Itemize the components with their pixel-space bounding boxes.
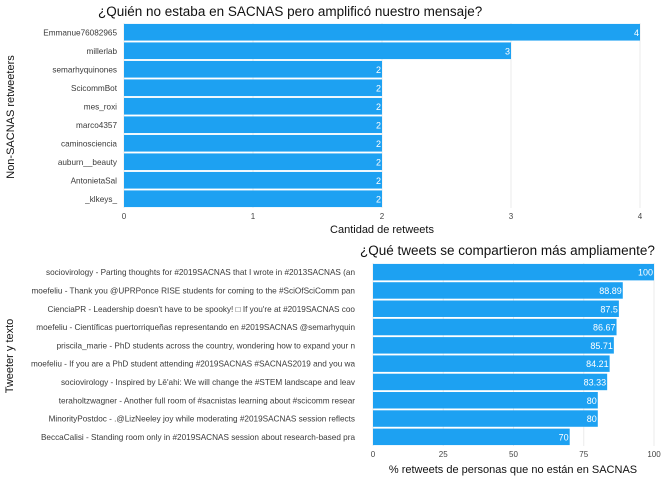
data-label: 2 (376, 65, 381, 75)
chart-tweets: ¿Qué tweets se compartieron más ampliame… (4, 243, 661, 476)
category-label: moefeliu - If you are a PhD student atte… (31, 360, 356, 369)
chart-retweeters: ¿Quién no estaba en SACNAS pero amplific… (5, 4, 643, 236)
x-tick-label: 1 (251, 212, 256, 221)
data-label: 3 (505, 46, 510, 56)
bar (124, 171, 382, 189)
data-label: 2 (376, 157, 381, 167)
bar (373, 410, 598, 427)
x-tick-label: 0 (122, 212, 127, 221)
data-label: 80 (587, 396, 597, 406)
category-label: moefeliu - Thank you @UPRPonce RISE stud… (31, 286, 355, 295)
bar (124, 97, 382, 115)
category-label: BeccaCalisi - Standing room only in #201… (41, 433, 355, 442)
data-label: 87.5 (600, 304, 618, 314)
bar (124, 42, 511, 60)
category-label: MinorityPostdoc - .@LizNeeley joy while … (49, 415, 355, 424)
category-label: semarhyquinones (52, 65, 117, 74)
bar (124, 79, 382, 97)
data-label: 100 (638, 268, 653, 278)
x-tick-label: 25 (439, 450, 448, 459)
category-label: caminosciencia (61, 139, 117, 148)
chart-title-tweets: ¿Qué tweets se compartieron más ampliame… (360, 243, 655, 258)
y-axis-title-tweets: Tweeter y texto (4, 319, 16, 394)
category-label: moefeliu - Científicas puertorriqueñas r… (36, 323, 355, 332)
data-label: 2 (376, 194, 381, 204)
data-label: 88.89 (599, 286, 622, 296)
category-label: CienciaPR - Leadership doesn't have to b… (47, 305, 355, 314)
category-label: sociovirology - Inspired by Lē'ahi: We w… (61, 378, 356, 387)
bar (373, 300, 619, 317)
bar (124, 116, 382, 134)
data-label: 70 (559, 432, 569, 442)
category-label: ScicommBot (71, 84, 118, 93)
bar (124, 190, 382, 208)
bar (373, 318, 617, 336)
bar (124, 134, 382, 152)
bar (124, 60, 382, 78)
chart-title-retweeters: ¿Quién no estaba en SACNAS pero amplific… (98, 4, 482, 19)
data-label: 85.71 (590, 341, 613, 351)
category-label: auburn__beauty (58, 158, 118, 167)
data-label: 80 (587, 414, 597, 424)
data-label: 2 (376, 102, 381, 112)
x-tick-label: 3 (509, 212, 514, 221)
x-tick-label: 2 (380, 212, 385, 221)
x-tick-label: 75 (579, 450, 588, 459)
bar (373, 428, 570, 446)
bar (373, 392, 598, 409)
bars-retweeters: Emmanue76082965 4 millerlab 3 semarhyquinone… (43, 23, 640, 208)
data-label: 2 (376, 120, 381, 130)
bar (373, 373, 608, 391)
category-label: Emmanue76082965 (43, 28, 117, 37)
bar (373, 337, 614, 354)
bar (373, 282, 623, 299)
data-label: 83.33 (584, 377, 607, 387)
category-label: millerlab (87, 47, 118, 56)
data-label: 2 (376, 176, 381, 186)
bar (373, 355, 610, 372)
data-label: 2 (376, 83, 381, 93)
bar (373, 263, 654, 281)
bar (124, 153, 382, 171)
category-label: _klkeys_ (84, 195, 117, 204)
x-axis-title-tweets: % retweets de personas que no están en S… (389, 464, 637, 476)
x-tick-label: 4 (638, 212, 643, 221)
x-tick-label: 0 (371, 450, 376, 459)
x-tick-label: 50 (509, 450, 518, 459)
category-label: priscila_marie - PhD students across the… (57, 341, 356, 350)
data-label: 86.67 (593, 323, 616, 333)
bar (124, 23, 640, 41)
category-label: AntonietaSal (71, 176, 118, 185)
x-ticks-tweets: 0 25 50 75 100 (371, 450, 661, 459)
category-label: marco4357 (76, 121, 117, 130)
y-axis-title-retweeters: Non-SACNAS retweeters (5, 55, 17, 179)
data-label: 4 (634, 28, 639, 38)
data-label: 2 (376, 139, 381, 149)
x-tick-label: 100 (647, 450, 661, 459)
category-label: teraholtzwagner - Another full room of #… (59, 396, 356, 405)
x-ticks-retweeters: 0 1 2 3 4 (122, 212, 643, 221)
category-label: mes_roxi (84, 102, 117, 111)
category-label: sociovirology - Parting thoughts for #20… (46, 268, 355, 277)
data-label: 84.21 (586, 359, 609, 369)
bars-tweets: sociovirology - Parting thoughts for #20… (31, 263, 654, 446)
x-axis-title-retweeters: Cantidad de retweets (330, 224, 434, 236)
